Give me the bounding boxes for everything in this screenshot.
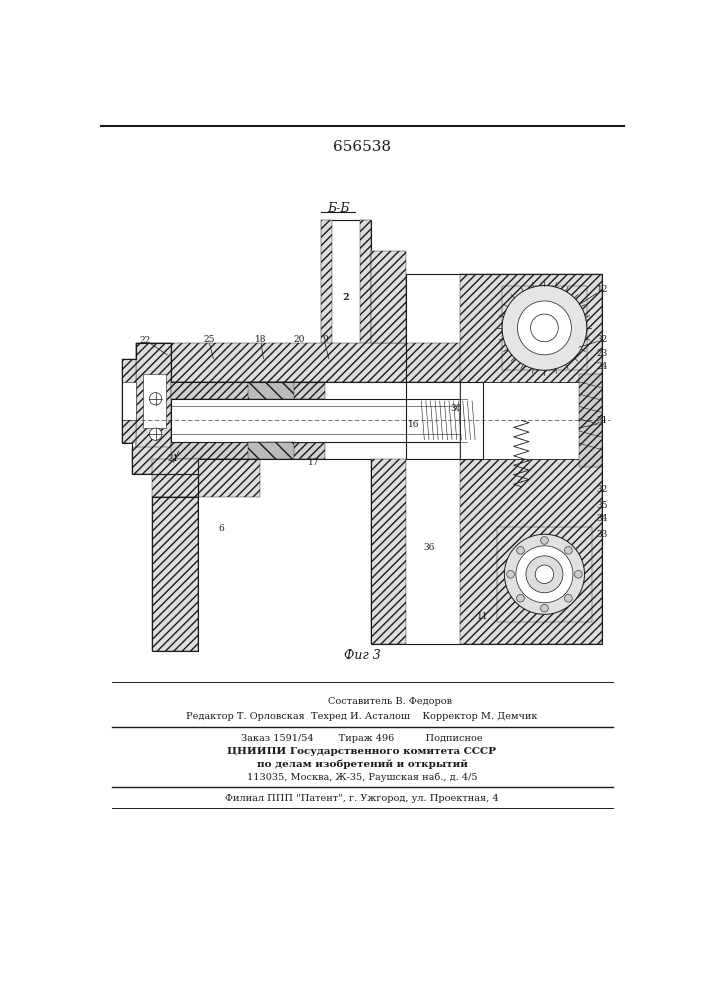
Text: 9: 9: [322, 335, 328, 344]
Bar: [122, 359, 136, 443]
Text: 32: 32: [597, 485, 608, 494]
Bar: [248, 382, 294, 399]
Text: 34: 34: [597, 514, 608, 523]
Polygon shape: [502, 286, 587, 370]
Text: 22: 22: [139, 336, 150, 345]
Circle shape: [575, 570, 582, 578]
Text: 24: 24: [597, 362, 608, 371]
Circle shape: [149, 428, 162, 440]
Text: по делам изобретений и открытий: по делам изобретений и открытий: [257, 760, 467, 769]
Bar: [371, 251, 406, 343]
Text: 6: 6: [218, 524, 224, 533]
Bar: [460, 382, 579, 459]
Text: Редактор Т. Орловская  Техред И. Асталош    Корректор М. Демчик: Редактор Т. Орловская Техред И. Асталош …: [186, 712, 538, 721]
Bar: [171, 382, 325, 399]
Text: 2: 2: [343, 293, 349, 302]
Bar: [171, 399, 502, 442]
Text: 32: 32: [597, 335, 608, 344]
Circle shape: [149, 393, 162, 405]
Text: Фиг 3: Фиг 3: [344, 649, 380, 662]
Text: 30: 30: [450, 404, 462, 413]
Circle shape: [526, 556, 563, 593]
Text: 113035, Москва, Ж-35, Раушская наб., д. 4/5: 113035, Москва, Ж-35, Раушская наб., д. …: [247, 773, 477, 782]
Text: 2: 2: [343, 293, 349, 302]
Circle shape: [518, 301, 571, 355]
Text: ЦНИИПИ Государственного комитета СССР: ЦНИИПИ Государственного комитета СССР: [228, 747, 496, 756]
Circle shape: [565, 546, 572, 554]
Bar: [136, 420, 483, 459]
Circle shape: [541, 604, 549, 612]
Bar: [171, 382, 483, 459]
Text: Заказ 1591/54        Тираж 496          Подписное: Заказ 1591/54 Тираж 496 Подписное: [241, 734, 483, 743]
Bar: [132, 447, 174, 474]
Text: 16: 16: [408, 420, 419, 429]
Bar: [248, 442, 294, 459]
Text: 17: 17: [308, 458, 319, 467]
Circle shape: [530, 314, 559, 342]
Bar: [321, 220, 332, 359]
Bar: [136, 343, 171, 459]
Circle shape: [535, 565, 554, 584]
Text: 12: 12: [597, 285, 608, 294]
Bar: [152, 459, 259, 497]
Circle shape: [502, 286, 587, 370]
Text: 656538: 656538: [333, 140, 391, 154]
Text: 25: 25: [204, 335, 215, 344]
Bar: [152, 497, 198, 651]
Polygon shape: [497, 527, 592, 622]
Text: 33: 33: [597, 530, 608, 539]
Bar: [371, 459, 406, 644]
Circle shape: [507, 570, 515, 578]
Text: 11: 11: [477, 612, 489, 621]
Text: 23: 23: [597, 349, 608, 358]
Circle shape: [516, 546, 573, 603]
Bar: [136, 343, 483, 382]
Circle shape: [517, 594, 525, 602]
Text: 18: 18: [255, 335, 267, 344]
Bar: [171, 442, 325, 459]
Text: Составитель В. Федоров: Составитель В. Федоров: [329, 697, 452, 706]
Circle shape: [565, 594, 572, 602]
Bar: [579, 374, 602, 466]
Circle shape: [541, 537, 549, 544]
Circle shape: [504, 534, 585, 614]
Bar: [143, 374, 165, 428]
Text: 36: 36: [423, 543, 435, 552]
Circle shape: [517, 546, 525, 554]
Bar: [321, 220, 371, 359]
Text: Б-Б: Б-Б: [327, 202, 349, 215]
Bar: [361, 220, 371, 359]
Bar: [122, 382, 136, 420]
Text: Филиал ППП "Патент", г. Ужгород, ул. Проектная, 4: Филиал ППП "Патент", г. Ужгород, ул. Про…: [225, 794, 498, 803]
Text: 31: 31: [597, 416, 608, 425]
Text: 21: 21: [168, 454, 179, 463]
Bar: [460, 274, 602, 644]
Text: 35: 35: [597, 500, 608, 510]
Text: 20: 20: [294, 335, 305, 344]
